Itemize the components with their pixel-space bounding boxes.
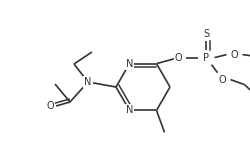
Text: O: O: [174, 53, 182, 63]
Text: O: O: [46, 101, 54, 111]
Text: S: S: [203, 29, 209, 39]
Text: N: N: [125, 105, 133, 115]
Text: N: N: [125, 59, 133, 69]
Text: N: N: [84, 77, 91, 87]
Text: O: O: [230, 50, 237, 60]
Text: O: O: [218, 75, 226, 85]
Text: P: P: [203, 53, 209, 63]
